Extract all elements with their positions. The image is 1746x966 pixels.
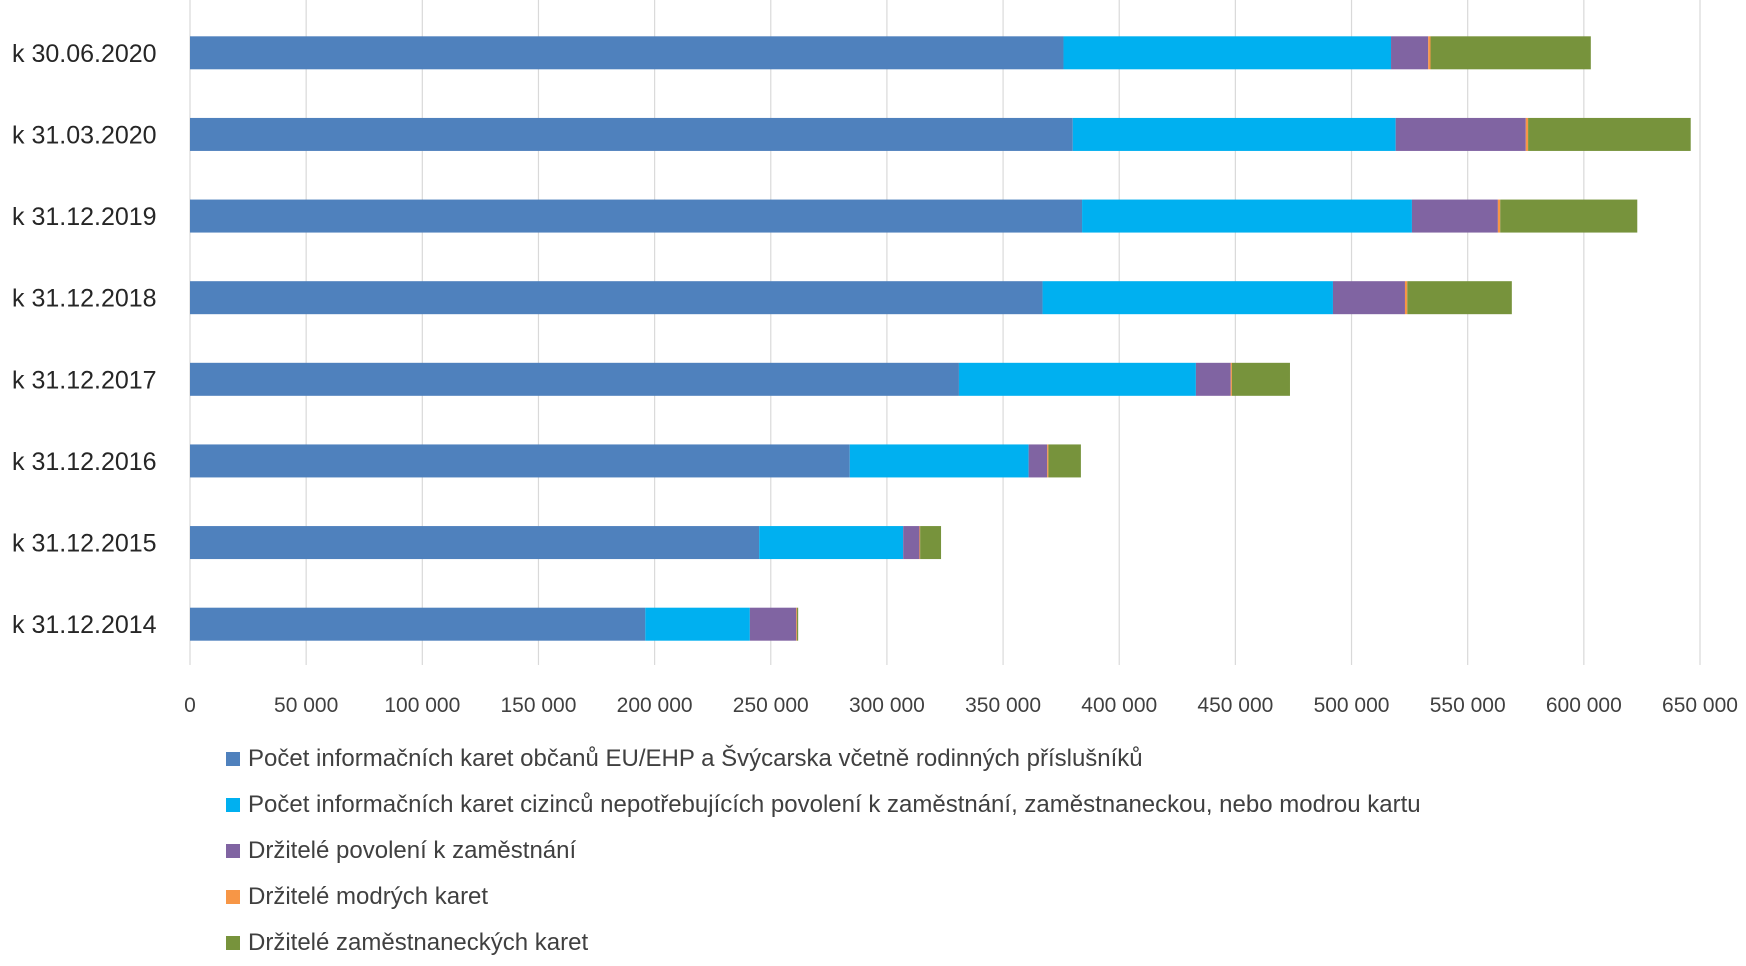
legend-item-4: Držitelé zaměstnaneckých karet <box>226 920 1421 966</box>
bar-segment-s2-c6 <box>903 526 920 560</box>
bar-segment-s0-c2 <box>190 199 1083 233</box>
bar-segment-s0-c7 <box>190 607 646 641</box>
bar-segment-s2-c7 <box>749 607 797 641</box>
x-tick-label: 100 000 <box>384 694 460 717</box>
category-label: k 31.12.2016 <box>12 448 157 476</box>
x-tick-label: 250 000 <box>733 694 809 717</box>
bar-segment-s3-c6 <box>919 526 921 560</box>
legend-swatch <box>226 936 240 950</box>
x-tick-label: 150 000 <box>501 694 577 717</box>
category-label: k 31.12.2015 <box>12 530 157 558</box>
x-tick-label: 300 000 <box>849 694 925 717</box>
x-tick-label: 600 000 <box>1546 694 1622 717</box>
bar-segment-s2-c0 <box>1391 36 1429 70</box>
bar-segment-s3-c7 <box>796 607 798 641</box>
bar-segment-s1-c0 <box>1063 36 1392 70</box>
x-tick-label: 450 000 <box>1197 694 1273 717</box>
stacked-bar-chart: 0 50 000 100 000 150 000 200 000 250 000 300 0… <box>12 0 1738 717</box>
x-tick-label: 0 <box>184 694 196 717</box>
legend-item-3: Držitelé modrých karet <box>226 874 1421 920</box>
bar-segment-s0-c5 <box>190 444 850 478</box>
bar-segment-s4-c1 <box>1528 117 1691 151</box>
bar-segment-s3-c0 <box>1428 36 1431 70</box>
bar-segment-s4-c6 <box>920 526 942 560</box>
category-label: k 31.12.2019 <box>12 203 157 231</box>
bar-segment-s4-c3 <box>1407 281 1512 315</box>
legend-item-2: Držitelé povolení k zaměstnání <box>226 828 1421 874</box>
bar-segment-s1-c2 <box>1082 199 1412 233</box>
bar-segment-s2-c4 <box>1195 362 1231 396</box>
category-label: k 31.12.2017 <box>12 366 157 394</box>
x-tick-label: 200 000 <box>617 694 693 717</box>
x-tick-label: 350 000 <box>965 694 1041 717</box>
bar-segment-s0-c3 <box>190 281 1043 315</box>
bar-segment-s3-c2 <box>1497 199 1501 233</box>
legend-item-0: Počet informačních karet občanů EU/EHP a… <box>226 736 1421 782</box>
bar-segment-s1-c6 <box>759 526 904 560</box>
bar-segment-s1-c5 <box>849 444 1029 478</box>
legend-swatch <box>226 752 240 766</box>
legend-label: Držitelé povolení k zaměstnání <box>248 837 577 864</box>
bar-segment-s2-c2 <box>1411 199 1498 233</box>
x-tick-label: 50 000 <box>274 694 338 717</box>
x-tick-label: 550 000 <box>1430 694 1506 717</box>
bar-segment-s4-c2 <box>1500 199 1638 233</box>
legend-swatch <box>226 798 240 812</box>
legend-swatch <box>226 890 240 904</box>
legend-label: Držitelé modrých karet <box>248 883 489 910</box>
category-label: k 31.03.2020 <box>12 121 157 149</box>
legend-label: Počet informačních karet cizinců nepotře… <box>248 791 1421 818</box>
bar-segment-s3-c3 <box>1404 281 1408 315</box>
bar-segment-s4-c4 <box>1231 362 1290 396</box>
bar-segment-s1-c3 <box>1042 281 1333 315</box>
bar-segment-s0-c6 <box>190 526 760 560</box>
x-tick-label: 500 000 <box>1314 694 1390 717</box>
bar-segment-s0-c1 <box>190 117 1073 151</box>
bar-segment-s3-c5 <box>1047 444 1049 478</box>
bar-segment-s2-c5 <box>1028 444 1048 478</box>
legend-swatch <box>226 844 240 858</box>
bar-segment-s3-c1 <box>1525 117 1529 151</box>
legend-label: Počet informačních karet občanů EU/EHP a… <box>248 745 1143 772</box>
legend: Počet informačních karet občanů EU/EHP a… <box>226 736 1421 966</box>
category-label: k 31.12.2014 <box>12 611 157 639</box>
bar-segment-s4-c0 <box>1430 36 1591 70</box>
x-tick-label: 400 000 <box>1081 694 1157 717</box>
bar-segment-s4-c5 <box>1048 444 1081 478</box>
legend-item-1: Počet informačních karet cizinců nepotře… <box>226 782 1421 828</box>
bar-segment-s2-c3 <box>1332 281 1405 315</box>
legend-label: Držitelé zaměstnaneckých karet <box>248 929 589 956</box>
bar-segment-s1-c4 <box>958 362 1196 396</box>
bar-segment-s0-c0 <box>190 36 1064 70</box>
category-label: k 31.12.2018 <box>12 285 157 313</box>
bar-segment-s1-c7 <box>645 607 750 641</box>
bar-segment-s1-c1 <box>1072 117 1396 151</box>
x-tick-label: 650 000 <box>1662 694 1738 717</box>
bar-segment-s4-c7 <box>797 607 799 641</box>
bar-segment-s2-c1 <box>1395 117 1526 151</box>
bar-segment-s0-c4 <box>190 362 959 396</box>
bar-segment-s3-c4 <box>1230 362 1232 396</box>
category-label: k 30.06.2020 <box>12 40 157 68</box>
